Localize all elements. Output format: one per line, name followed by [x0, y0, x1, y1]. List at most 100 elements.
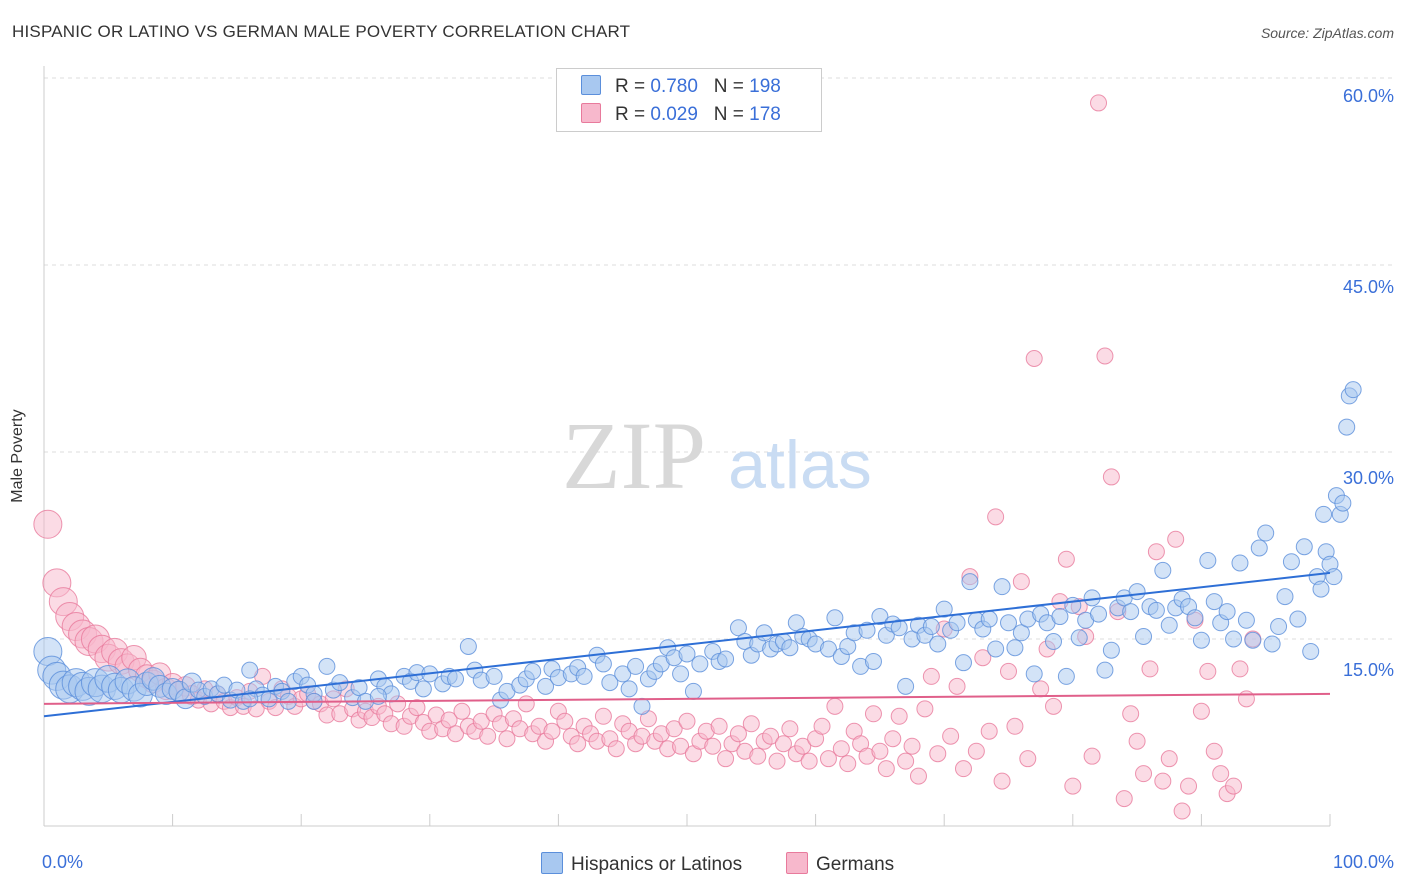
- data-point: [678, 712, 696, 730]
- data-point: [1135, 765, 1153, 783]
- data-point: [1135, 628, 1153, 646]
- data-point: [826, 609, 844, 627]
- data-point: [1344, 381, 1362, 399]
- data-point: [1147, 543, 1165, 561]
- data-point: [1212, 765, 1230, 783]
- data-point: [993, 772, 1011, 790]
- data-point: [556, 712, 574, 730]
- data-point: [768, 752, 786, 770]
- data-point: [1180, 777, 1198, 795]
- data-point: [890, 707, 908, 725]
- data-point: [710, 717, 728, 735]
- data-point: [1276, 588, 1294, 606]
- data-point: [948, 677, 966, 695]
- data-point: [942, 727, 960, 745]
- data-point: [1160, 616, 1178, 634]
- data-point: [819, 640, 837, 658]
- legend-n-value: 198: [749, 76, 781, 97]
- correlation-legend: R = 0.780 N = 198 R = 0.029 N = 178: [556, 68, 822, 132]
- data-point: [569, 735, 587, 753]
- data-point: [1154, 772, 1172, 790]
- data-point: [594, 707, 612, 725]
- data-point: [1186, 609, 1204, 627]
- data-point: [890, 619, 908, 637]
- data-point: [1199, 551, 1217, 569]
- data-point: [929, 635, 947, 653]
- data-point: [472, 712, 490, 730]
- data-point: [1160, 750, 1178, 768]
- data-point: [684, 682, 702, 700]
- data-point: [1263, 635, 1281, 653]
- data-point: [1282, 553, 1300, 571]
- bottom-legend-label: Germans: [816, 854, 895, 875]
- bottom-legend-germans: Germans: [786, 852, 894, 876]
- y-tick-60: 60.0%: [1342, 86, 1394, 106]
- data-point: [922, 618, 940, 636]
- legend-r-value: 0.029: [650, 104, 698, 125]
- data-point: [691, 655, 709, 673]
- data-point: [1012, 624, 1030, 642]
- x-tick-100: 100.0%: [1332, 852, 1394, 872]
- data-point: [1205, 742, 1223, 760]
- data-point: [601, 674, 619, 692]
- data-point: [1025, 665, 1043, 683]
- data-point: [826, 697, 844, 715]
- data-point: [485, 667, 503, 685]
- data-point: [839, 755, 857, 773]
- data-point: [1192, 631, 1210, 649]
- data-point: [1205, 593, 1223, 611]
- data-point: [787, 614, 805, 632]
- data-point: [594, 655, 612, 673]
- data-point: [948, 614, 966, 632]
- data-point: [717, 650, 735, 668]
- data-point: [967, 742, 985, 760]
- data-point: [1057, 667, 1075, 685]
- watermark-zip: ZIP: [562, 402, 706, 509]
- data-point: [665, 720, 683, 738]
- data-point: [987, 640, 1005, 658]
- data-point: [1231, 554, 1249, 572]
- legend-swatch-pink: [581, 103, 601, 123]
- data-point: [781, 720, 799, 738]
- data-point: [1338, 418, 1356, 436]
- data-point: [1045, 632, 1063, 650]
- data-point: [1045, 697, 1063, 715]
- legend-r-value: 0.780: [650, 76, 698, 97]
- data-point: [1192, 702, 1210, 720]
- data-point: [762, 727, 780, 745]
- trend-line-germans: [43, 692, 1331, 705]
- data-point: [877, 760, 895, 778]
- data-point: [1083, 747, 1101, 765]
- data-point: [909, 767, 927, 785]
- data-point: [1237, 611, 1255, 629]
- data-point: [1096, 661, 1114, 679]
- data-point: [935, 600, 953, 618]
- data-point: [819, 750, 837, 768]
- y-axis-label: Male Poverty: [9, 409, 26, 503]
- data-point: [1225, 630, 1243, 648]
- data-point: [543, 722, 561, 740]
- data-point: [1312, 580, 1330, 598]
- data-point: [1154, 561, 1172, 579]
- trend-line-hispanics: [43, 571, 1331, 718]
- data-point: [1019, 750, 1037, 768]
- data-point: [459, 637, 477, 655]
- data-point: [929, 745, 947, 763]
- data-point: [678, 645, 696, 663]
- data-point: [813, 717, 831, 735]
- data-point: [774, 735, 792, 753]
- data-point: [897, 752, 915, 770]
- data-point: [839, 637, 857, 655]
- data-point: [1128, 583, 1146, 601]
- bottom-legend-hispanics: Hispanics or Latinos: [541, 852, 742, 876]
- data-point: [980, 722, 998, 740]
- data-point: [1006, 639, 1024, 657]
- chart-title: HISPANIC OR LATINO VS GERMAN MALE POVERT…: [12, 22, 631, 41]
- data-point: [1102, 641, 1120, 659]
- data-point: [1334, 494, 1352, 512]
- legend-r-label: R =: [615, 76, 651, 97]
- data-point: [1141, 660, 1159, 678]
- data-point: [1167, 530, 1185, 548]
- data-point: [704, 737, 722, 755]
